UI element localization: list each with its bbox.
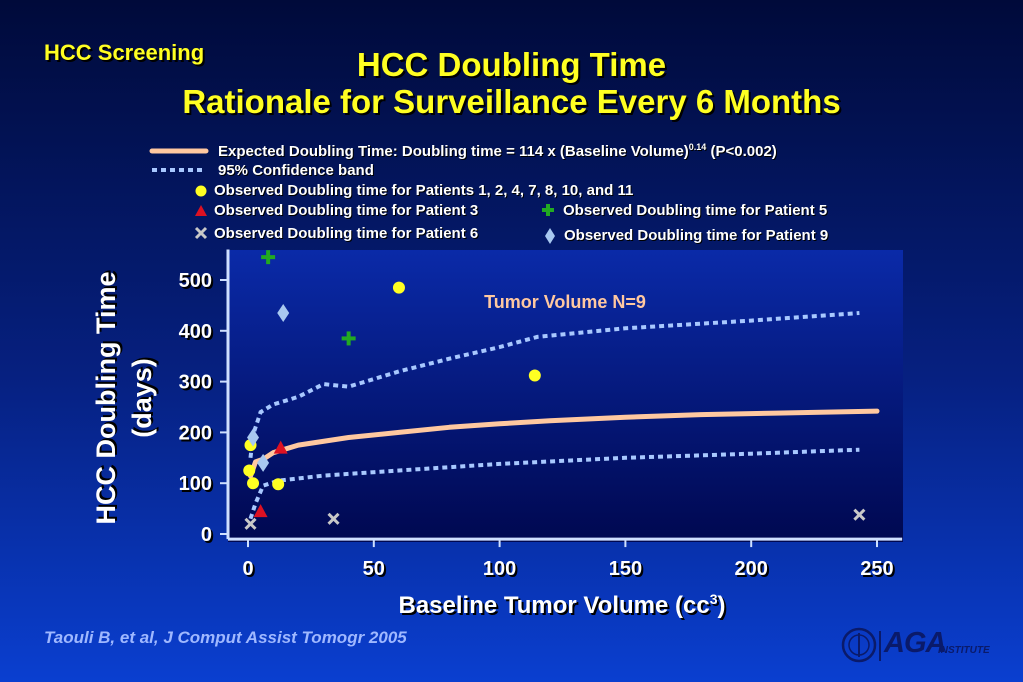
x-tick-label: 100 [483,558,516,580]
slide-title-line1: HCC Doubling Time [356,46,667,83]
point-plus [261,250,276,265]
legend-confidence-label: 95% Confidence band [218,162,374,179]
legend-group-label: Observed Doubling time for Patients 1, 2… [214,182,634,199]
x-tick-label: 0 [242,558,253,580]
legend-expected-label: Expected Doubling Time: Doubling time = … [218,142,777,160]
aga-logo [841,627,881,663]
point-plus [341,331,356,346]
y-tick-label: 300 [179,372,212,394]
point-triangle [253,504,268,518]
point-circle [392,281,405,294]
x-tick-label: 200 [735,558,768,580]
logo-subtext: INSTITUTE [938,645,990,656]
point-diamond [247,428,260,447]
point-diamond [277,304,290,323]
point-circle [272,478,285,491]
plot-area [228,250,903,542]
legend-patient5-label: Observed Doubling time for Patient 5 [563,202,828,219]
point-x [327,512,340,525]
section-tag: HCC Screening [44,40,205,65]
axes [226,249,903,541]
point-circle [528,369,541,382]
x-tick-label: 150 [609,558,642,580]
x-tick-label: 50 [363,558,385,580]
point-x [244,517,257,530]
confidence-band [248,311,860,520]
y-tick-label: 200 [179,422,212,444]
legend-patient6-label: Observed Doubling time for Patient 6 [214,225,479,242]
chart-annotation: Tumor Volume N=9 [484,292,646,312]
confidence-upper-line [248,311,860,459]
point-circle [243,464,256,477]
y-tick-label: 0 [201,524,212,546]
x-axis-label: Baseline Tumor Volume (cc3) [399,591,726,619]
slide-title-line2: Rationale for Surveillance Every 6 Month… [182,83,841,120]
y-tick-label: 500 [179,270,212,292]
y-axis-label: HCC Doubling Time (days) [91,272,157,525]
axis-ticks: 0 100 200 300 400 500 0 50 100 150 200 250 [179,270,894,580]
logo-text: AGA [884,627,946,659]
x-tick-label: 250 [860,558,893,580]
confidence-lower-line [248,447,860,520]
point-diamond [257,453,270,472]
point-circle [247,477,260,490]
citation: Taouli B, et al, J Comput Assist Tomogr … [44,628,407,647]
data-points [243,250,866,530]
y-axis-label-line2: (days) [127,358,157,438]
y-tick-label: 100 [179,473,212,495]
legend-patient9-label: Observed Doubling time for Patient 9 [564,227,829,244]
legend-patient3-label: Observed Doubling time for Patient 3 [214,202,479,219]
point-triangle [273,440,288,454]
point-x [853,508,866,521]
y-axis-label-line1: HCC Doubling Time [91,272,121,525]
y-tick-label: 400 [179,321,212,343]
